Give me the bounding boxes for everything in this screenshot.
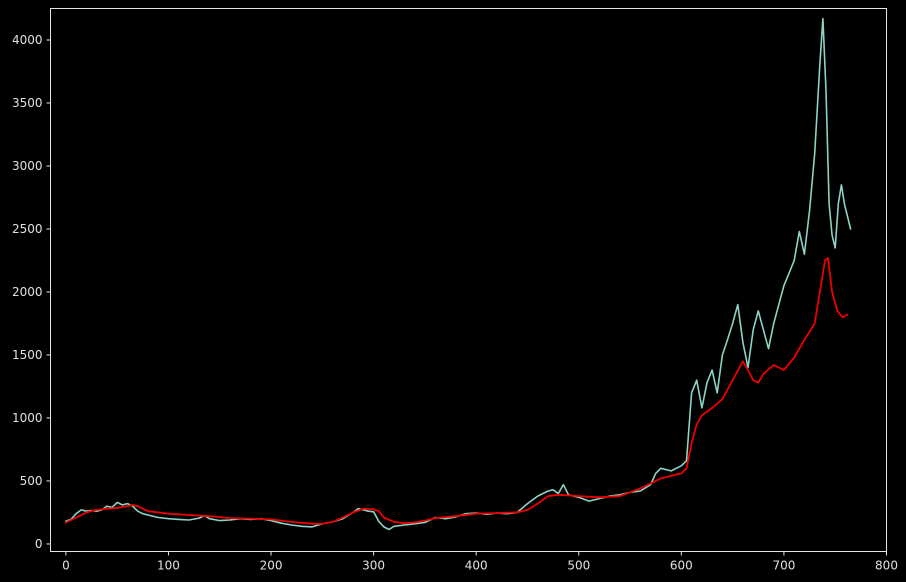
x-tick-label: 800	[875, 559, 898, 573]
series-line-smoothed	[65, 257, 849, 525]
axis-ticks: 0 100 200 300 400 500 600 700 800 0 500 1000 1500 200…	[12, 33, 898, 573]
y-tick-label: 2000	[12, 285, 43, 299]
y-tick-label: 2500	[12, 222, 43, 236]
axes-frame	[50, 8, 887, 552]
y-tick-label: 4000	[12, 33, 43, 47]
y-tick-label: 1000	[12, 411, 43, 425]
x-tick-label: 600	[670, 559, 693, 573]
y-tick-label: 500	[20, 474, 43, 488]
x-tick-label: 200	[260, 559, 283, 573]
x-tick-label: 300	[362, 559, 385, 573]
y-tick-label: 0	[35, 537, 43, 551]
y-tick-label: 3000	[12, 159, 43, 173]
series-lines	[65, 17, 852, 531]
x-tick-label: 100	[157, 559, 180, 573]
x-tick-label: 700	[772, 559, 795, 573]
y-tick-label: 1500	[12, 348, 43, 362]
x-tick-label: 400	[465, 559, 488, 573]
x-tick-label: 500	[567, 559, 590, 573]
y-tick-label: 3500	[12, 96, 43, 110]
x-tick-label: 0	[62, 559, 70, 573]
